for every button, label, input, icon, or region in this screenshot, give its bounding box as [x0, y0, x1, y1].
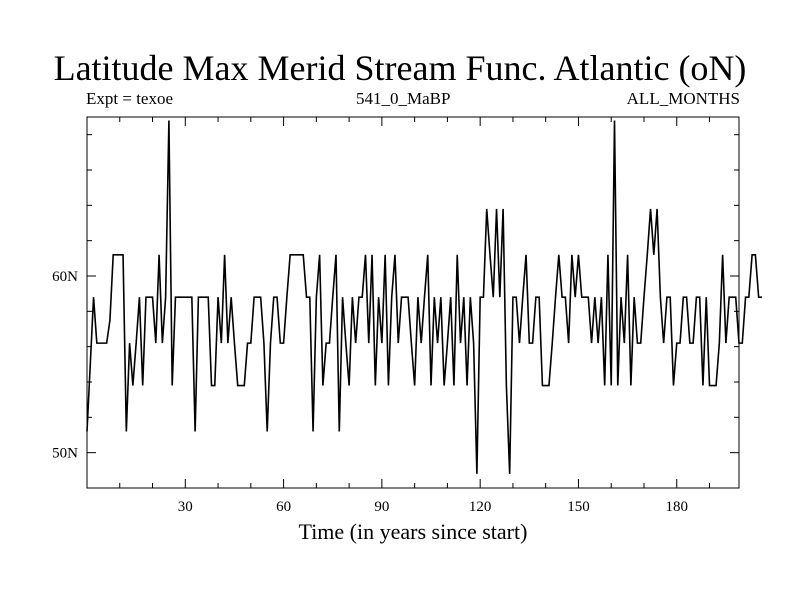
- series-line: [86, 120, 762, 474]
- axis-ticks: [87, 117, 739, 488]
- experiment-label: Expt = texoe: [86, 89, 174, 108]
- x-tick-label: 90: [374, 499, 389, 515]
- y-tick-label: 60N: [52, 269, 78, 285]
- x-tick-label: 150: [567, 499, 590, 515]
- plot-frame: [86, 116, 740, 489]
- x-tick-label: 30: [178, 499, 193, 515]
- x-axis-label: Time (in years since start): [298, 519, 528, 544]
- x-tick-label: 60: [276, 499, 291, 515]
- x-tick-label: 180: [665, 499, 688, 515]
- y-tick-label: 50N: [52, 446, 78, 462]
- months-label: ALL_MONTHS: [626, 89, 740, 108]
- axis-tick-labels: 30 60 90 120 150 180 50N 60N: [52, 269, 688, 515]
- x-tick-label: 120: [469, 499, 492, 515]
- run-label: 541_0_MaBP: [356, 89, 451, 108]
- chart-title: Latitude Max Merid Stream Func. Atlantic…: [53, 48, 747, 88]
